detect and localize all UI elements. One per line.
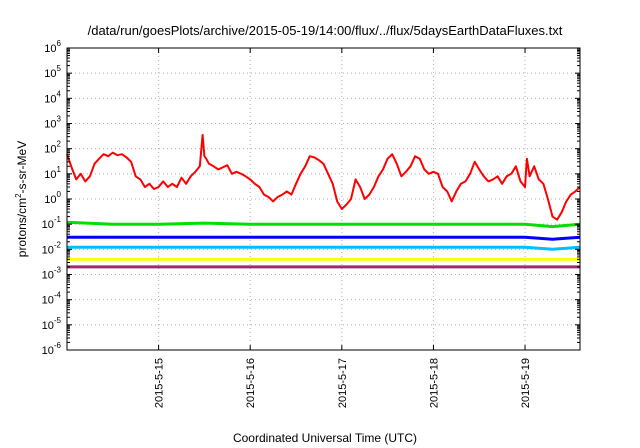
x-axis-label: Coordinated Universal Time (UTC) (233, 431, 417, 445)
y-tick-label: 106 (44, 39, 61, 55)
y-tick-label-exp: -5 (54, 316, 62, 325)
y-tick-label-exp: 4 (57, 89, 62, 98)
y-axis-label: protons/cm2-s-sr-MeV (14, 141, 29, 257)
y-axis-label-post: -s-sr-MeV (15, 141, 29, 194)
series-line (66, 220, 581, 229)
y-tick-label: 10-2 (42, 240, 62, 256)
y-tick-label-exp: 6 (57, 39, 62, 48)
y-tick-label: 10-5 (42, 316, 62, 332)
series-group (66, 134, 581, 269)
y-tick-label-exp: -3 (54, 266, 62, 275)
x-tick-label: 2015-5-18 (428, 358, 440, 408)
y-tick-label: 10-1 (42, 215, 62, 231)
x-tick-label: 2015-5-17 (337, 358, 349, 408)
y-tick-label-base: 10 (44, 194, 56, 206)
y-tick-label-base: 10 (42, 270, 54, 282)
y-tick-label: 10-3 (42, 266, 62, 282)
y-tick-label-exp: -1 (54, 215, 62, 224)
y-tick-label-base: 10 (44, 144, 56, 156)
y-tick-label-exp: 5 (57, 64, 62, 73)
y-tick-label-base: 10 (42, 320, 54, 332)
y-tick-label: 100 (44, 190, 61, 206)
y-axis-label-sup: 2 (14, 193, 23, 198)
y-tick-label-base: 10 (42, 295, 54, 307)
y-tick-label-base: 10 (44, 119, 56, 131)
y-tick-label: 101 (44, 165, 61, 181)
y-tick-label-base: 10 (42, 345, 54, 357)
y-tick-label-exp: 0 (57, 190, 62, 199)
x-tick-label: 2015-5-15 (154, 358, 166, 408)
y-tick-label-exp: -6 (54, 341, 62, 350)
x-tick-label: 2015-5-19 (520, 358, 532, 408)
series-line (66, 134, 581, 221)
x-axis-ticks: 2015-5-15 2015-5-16 2015-5-17 2015-5-18 2015… (154, 48, 532, 408)
y-axis-label-pre: protons/cm (15, 198, 29, 257)
y-tick-label-exp: 3 (57, 115, 62, 124)
y-tick-label: 10-4 (42, 291, 62, 307)
y-tick-label-base: 10 (42, 219, 54, 231)
y-axis-ticks: 10-610-510-410-310-210-11001011021031041… (42, 39, 580, 357)
y-tick-label: 10-6 (42, 341, 62, 357)
y-tick-label-base: 10 (42, 244, 54, 256)
y-tick-label-exp: -4 (54, 291, 62, 300)
chart-title: /data/run/goesPlots/archive/2015-05-19/1… (88, 23, 563, 38)
y-tick-label: 104 (44, 89, 61, 105)
y-tick-label-base: 10 (44, 169, 56, 181)
grid-lines (67, 48, 580, 350)
y-tick-label: 103 (44, 115, 61, 131)
y-tick-label: 102 (44, 140, 61, 156)
y-tick-label-base: 10 (44, 68, 56, 80)
y-tick-label: 105 (44, 64, 61, 80)
y-tick-label-base: 10 (44, 93, 56, 105)
y-tick-label-exp: -2 (54, 240, 62, 249)
series-line (67, 235, 581, 241)
x-tick-label: 2015-5-16 (245, 358, 257, 408)
series-line (67, 245, 581, 251)
y-tick-label-exp: 1 (57, 165, 62, 174)
y-tick-label-exp: 2 (57, 140, 62, 149)
y-tick-label-base: 10 (44, 43, 56, 55)
